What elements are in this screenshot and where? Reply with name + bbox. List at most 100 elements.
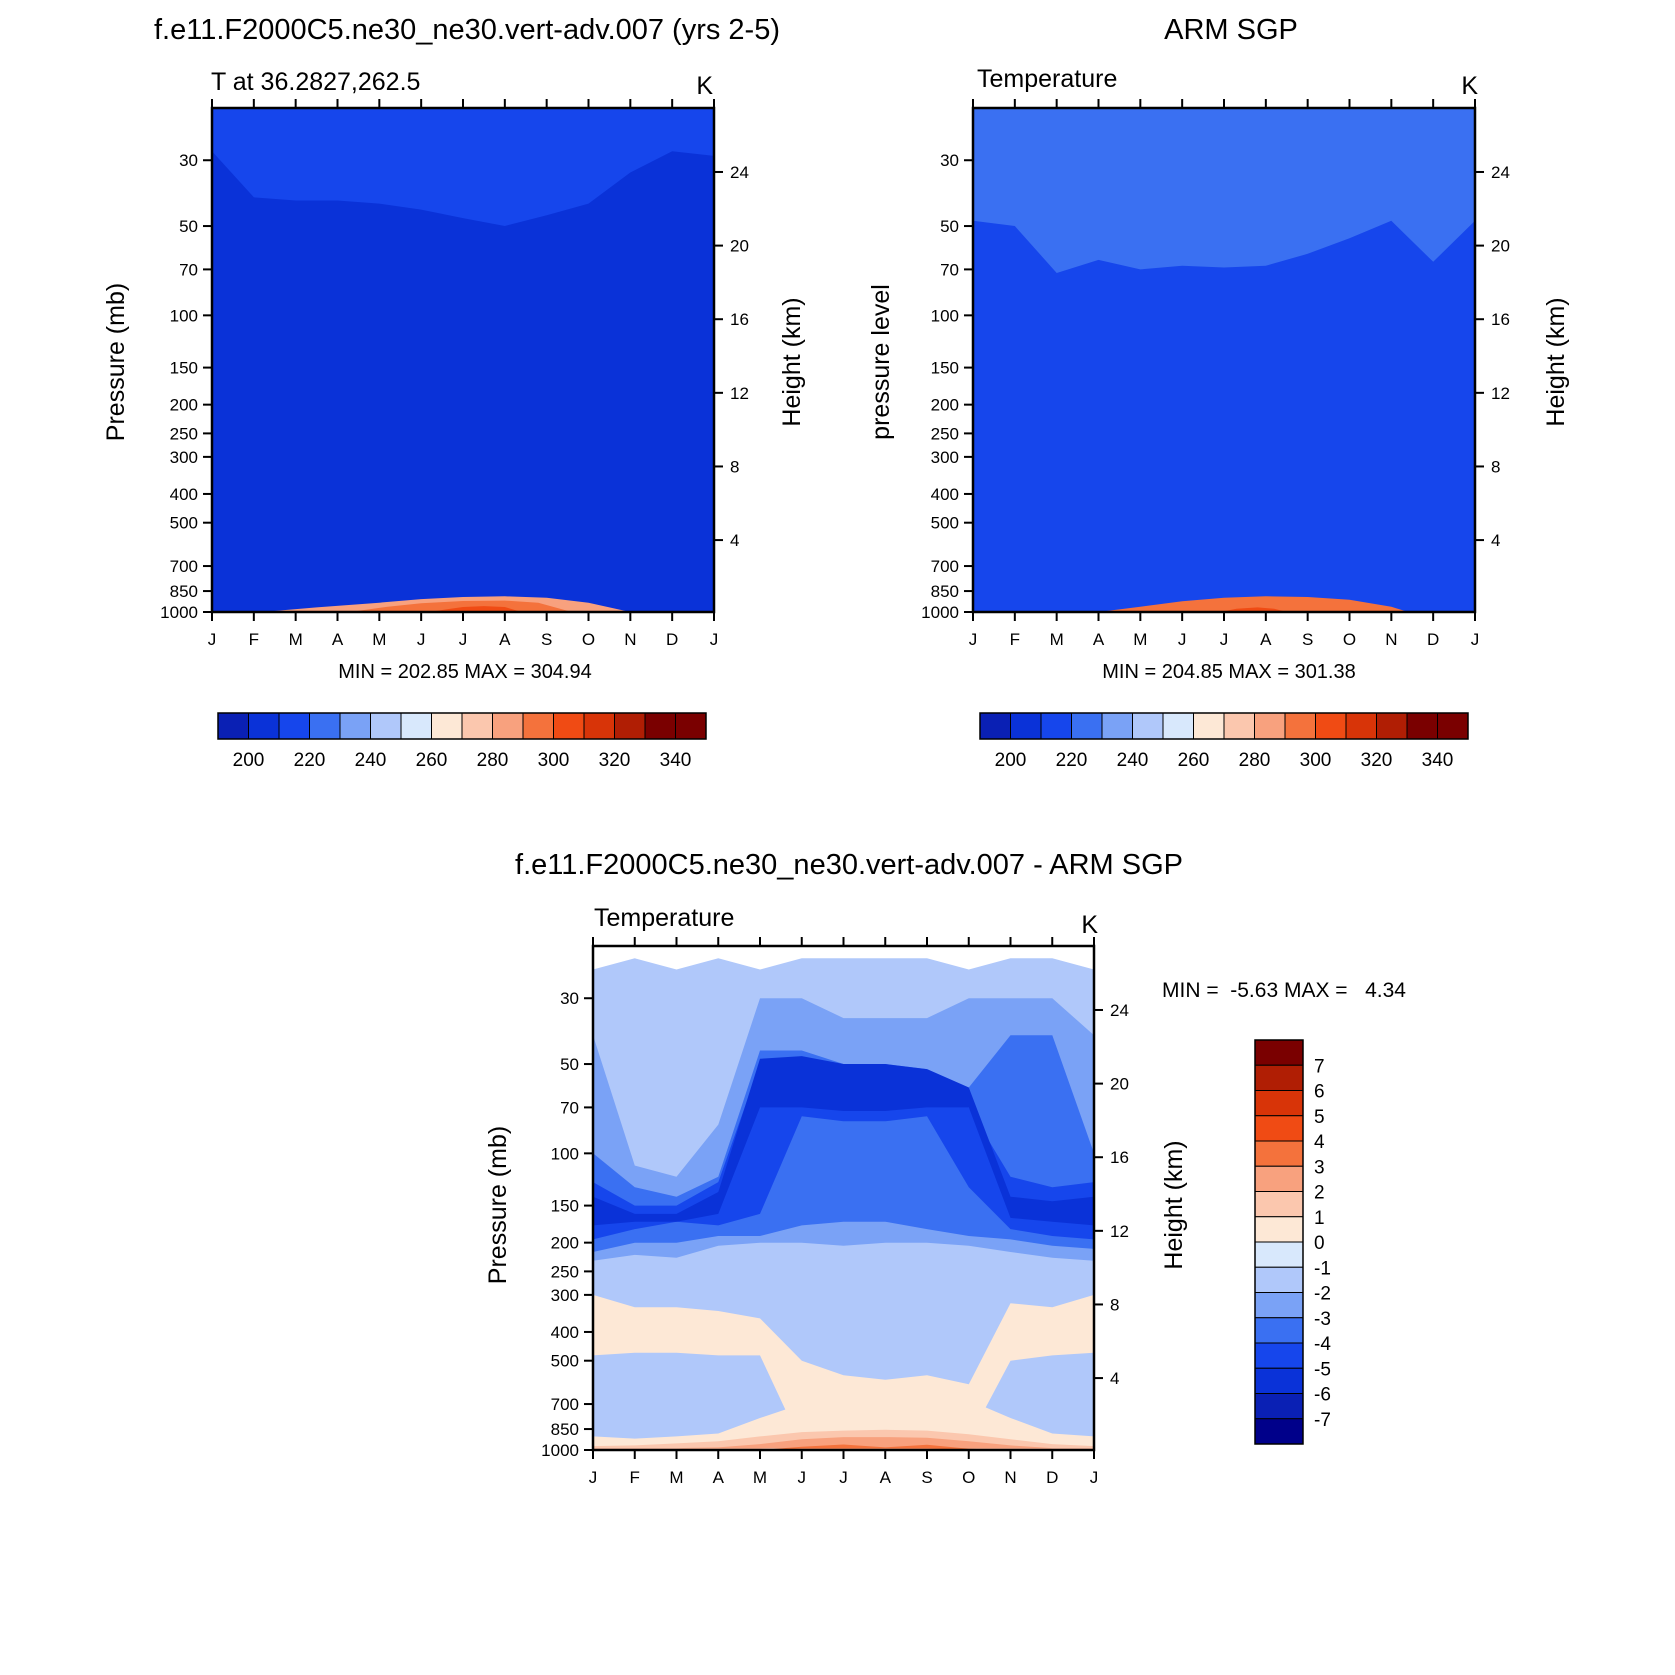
panel1-month-label: M [372, 630, 386, 649]
panel1-pressure-label: 400 [170, 485, 198, 504]
panel3-units: K [1081, 911, 1098, 939]
colorbar3-swatch [1254, 1292, 1304, 1319]
colorbar2-swatch [1376, 712, 1408, 740]
colorbar2-swatch [1345, 712, 1377, 740]
colorbar1-swatch [248, 712, 280, 740]
colorbar2-swatch [1132, 712, 1164, 740]
panel2-pressure-label: 700 [931, 557, 959, 576]
colorbar2-swatch [1040, 712, 1072, 740]
panel1-height-label: 4 [730, 531, 739, 550]
colorbar3-label: 6 [1314, 1082, 1325, 1103]
colorbar3-swatch [1254, 1266, 1304, 1293]
panel1-month-label: D [666, 630, 678, 649]
panel1-height-label: 20 [730, 237, 749, 256]
panel2-pressure-label: 150 [931, 359, 959, 378]
colorbar1-frame [217, 712, 707, 740]
panel2-height-label: 20 [1491, 237, 1510, 256]
panel2-month-label: J [1220, 630, 1229, 649]
panel1-height-label: 24 [730, 163, 749, 182]
colorbar2-swatch [1193, 712, 1225, 740]
panel3-band-8 [593, 1437, 1094, 1449]
panel2-height-label: 12 [1491, 384, 1510, 403]
colorbar3-swatch [1254, 1165, 1304, 1192]
colorbar3-swatch [1254, 1090, 1304, 1117]
panel2-month-label: M [1133, 630, 1147, 649]
panel1-pressure-label: 1000 [160, 603, 198, 622]
panel2-dome-0 [1098, 596, 1409, 612]
colorbar2-swatch [1101, 712, 1133, 740]
panel1-title: f.e11.F2000C5.ne30_ne30.vert-adv.007 (yr… [154, 14, 780, 46]
colorbar3-label: -3 [1314, 1309, 1331, 1330]
panel3-height-label: 24 [1110, 1001, 1129, 1020]
colorbar1-swatch [553, 712, 585, 740]
panel2-pressure-label: 1000 [921, 603, 959, 622]
colorbar3-label: -7 [1314, 1410, 1331, 1431]
panel1-month-label: O [582, 630, 595, 649]
panel2-pressure-label: 30 [940, 151, 959, 170]
panel3-month-label: O [962, 1468, 975, 1487]
colorbar2-swatch [979, 712, 1011, 740]
colorbar3-label: 3 [1314, 1157, 1325, 1178]
colorbar1-label: 240 [355, 750, 387, 771]
colorbar3-label: 1 [1314, 1208, 1325, 1229]
panel1-band-7 [212, 151, 714, 612]
panel3-month-label: J [798, 1468, 807, 1487]
panel1-pressure-label: 250 [170, 424, 198, 443]
panel1-contour-area [212, 108, 714, 612]
colorbar1-swatch [370, 712, 402, 740]
panel2-title: ARM SGP [1164, 14, 1298, 46]
panel2-month-label: A [1093, 630, 1105, 649]
panel1-month-label: A [499, 630, 511, 649]
colorbar2-swatch [1071, 712, 1103, 740]
panel1-month-label: J [417, 630, 426, 649]
panel2-height-label: 16 [1491, 310, 1510, 329]
colorbar2-swatch [1010, 712, 1042, 740]
panel3-band-6 [593, 1392, 1094, 1447]
panel3-pressure-label: 70 [560, 1098, 579, 1117]
panel1-month-label: M [289, 630, 303, 649]
colorbar2-label: 320 [1361, 750, 1393, 771]
colorbar3-swatch [1254, 1115, 1304, 1142]
panel1-subtitle: T at 36.2827,262.5 [211, 68, 420, 96]
colorbar2-swatch [1406, 712, 1438, 740]
panel1-pressure-label: 50 [179, 217, 198, 236]
panel2-month-label: M [1050, 630, 1064, 649]
panel3-pressure-label: 500 [551, 1352, 579, 1371]
colorbar2-frame [979, 712, 1469, 740]
panel1-height-label: 16 [730, 310, 749, 329]
colorbar1-swatch [675, 712, 707, 740]
panel2-pressure-label: 70 [940, 260, 959, 279]
colorbar2-swatch [1315, 712, 1347, 740]
panel1-dome-2 [429, 606, 522, 612]
panel1-stats: MIN = 202.85 MAX = 304.94 [338, 661, 592, 683]
colorbar2-label: 240 [1117, 750, 1149, 771]
panel1-height-label: 12 [730, 384, 749, 403]
panel1-colorbar: 200 220 240 260 280 300 320 340 [217, 712, 707, 771]
panel3-pressure-label: 250 [551, 1262, 579, 1281]
panel2-month-label: D [1427, 630, 1439, 649]
panel3-month-label: A [713, 1468, 725, 1487]
panel2-month-label: J [1178, 630, 1187, 649]
colorbar3-swatch [1254, 1317, 1304, 1344]
panel1-pressure-label: 150 [170, 359, 198, 378]
colorbar1-swatch [217, 712, 249, 740]
colorbar1-swatch [278, 712, 310, 740]
panel1-height-label: 8 [730, 457, 739, 476]
colorbar3-swatch [1254, 1342, 1304, 1369]
panel1-ylabel: Pressure (mb) [102, 283, 130, 441]
panel2-month-label: J [1471, 630, 1480, 649]
colorbar1-label: 220 [294, 750, 326, 771]
panel1-pressure-label: 850 [170, 582, 198, 601]
colorbar2-label: 340 [1422, 750, 1454, 771]
colorbar1-swatch [309, 712, 341, 740]
colorbar1-swatch [339, 712, 371, 740]
panel1-pressure-label: 70 [179, 260, 198, 279]
panel3-month-label: J [839, 1468, 848, 1487]
panel1-month-label: J [710, 630, 719, 649]
panel1-pressure-label: 30 [179, 151, 198, 170]
panel3-month-label: F [630, 1468, 640, 1487]
panel3-month-label: M [669, 1468, 683, 1487]
colorbar1-label: 320 [599, 750, 631, 771]
colorbar3-swatch [1254, 1393, 1304, 1420]
